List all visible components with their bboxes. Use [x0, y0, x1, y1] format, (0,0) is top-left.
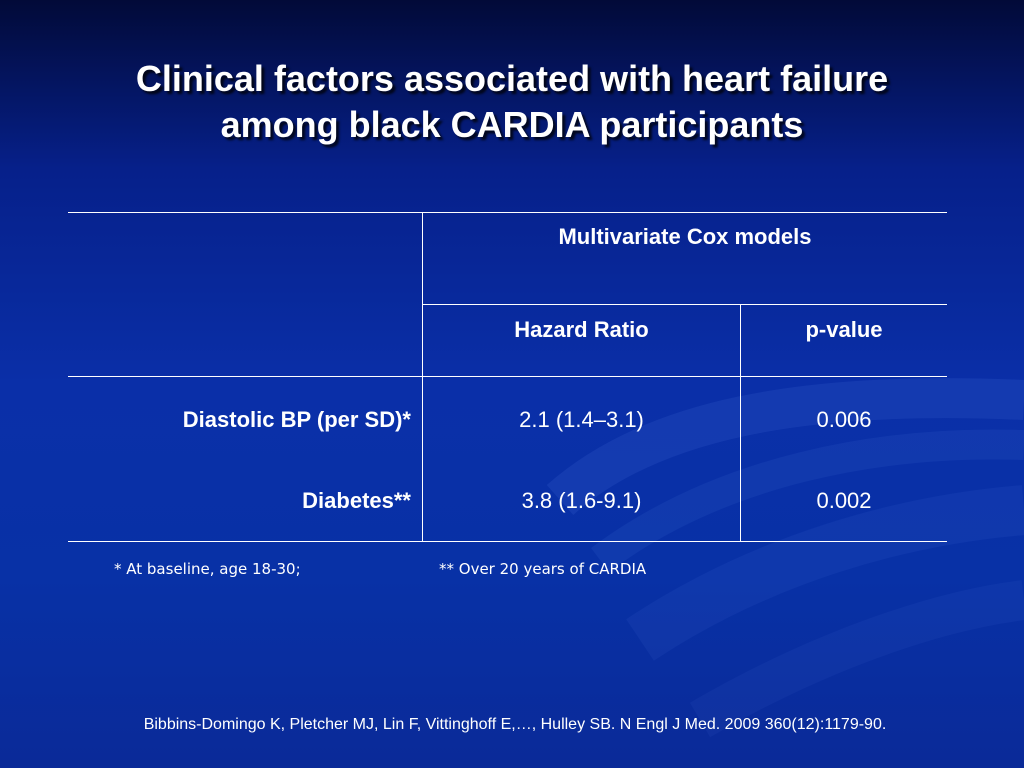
footnote-baseline: * At baseline, age 18-30;	[114, 560, 301, 578]
column-header-hazard-ratio: Hazard Ratio	[514, 317, 649, 342]
subheader-rule	[422, 304, 947, 305]
row-label-diabetes: Diabetes**	[302, 488, 411, 513]
slide-title: Clinical factors associated with heart f…	[60, 56, 964, 148]
header-bottom-rule	[68, 376, 947, 377]
title-line-1: Clinical factors associated with heart f…	[135, 58, 889, 99]
table-bottom-rule	[68, 541, 947, 542]
p-value-diastolic-bp: 0.006	[816, 407, 872, 432]
value-column-divider	[740, 304, 741, 542]
results-table: Multivariate Cox models Hazard Ratio p-v…	[68, 212, 947, 542]
group-header-multivariate: Multivariate Cox models	[558, 224, 812, 249]
p-value-diabetes: 0.002	[816, 488, 872, 513]
column-header-p-value: p-value	[805, 317, 883, 342]
table-top-rule	[68, 212, 947, 213]
title-line-2: among black CARDIA participants	[220, 104, 804, 145]
citation: Bibbins-Domingo K, Pletcher MJ, Lin F, V…	[143, 716, 887, 733]
hazard-ratio-diastolic-bp: 2.1 (1.4–3.1)	[519, 407, 644, 432]
hazard-ratio-diabetes: 3.8 (1.6-9.1)	[521, 488, 642, 513]
row-label-diastolic-bp: Diastolic BP (per SD)*	[182, 407, 411, 432]
label-column-divider	[422, 212, 423, 542]
footnote-years: ** Over 20 years of CARDIA	[439, 560, 647, 578]
